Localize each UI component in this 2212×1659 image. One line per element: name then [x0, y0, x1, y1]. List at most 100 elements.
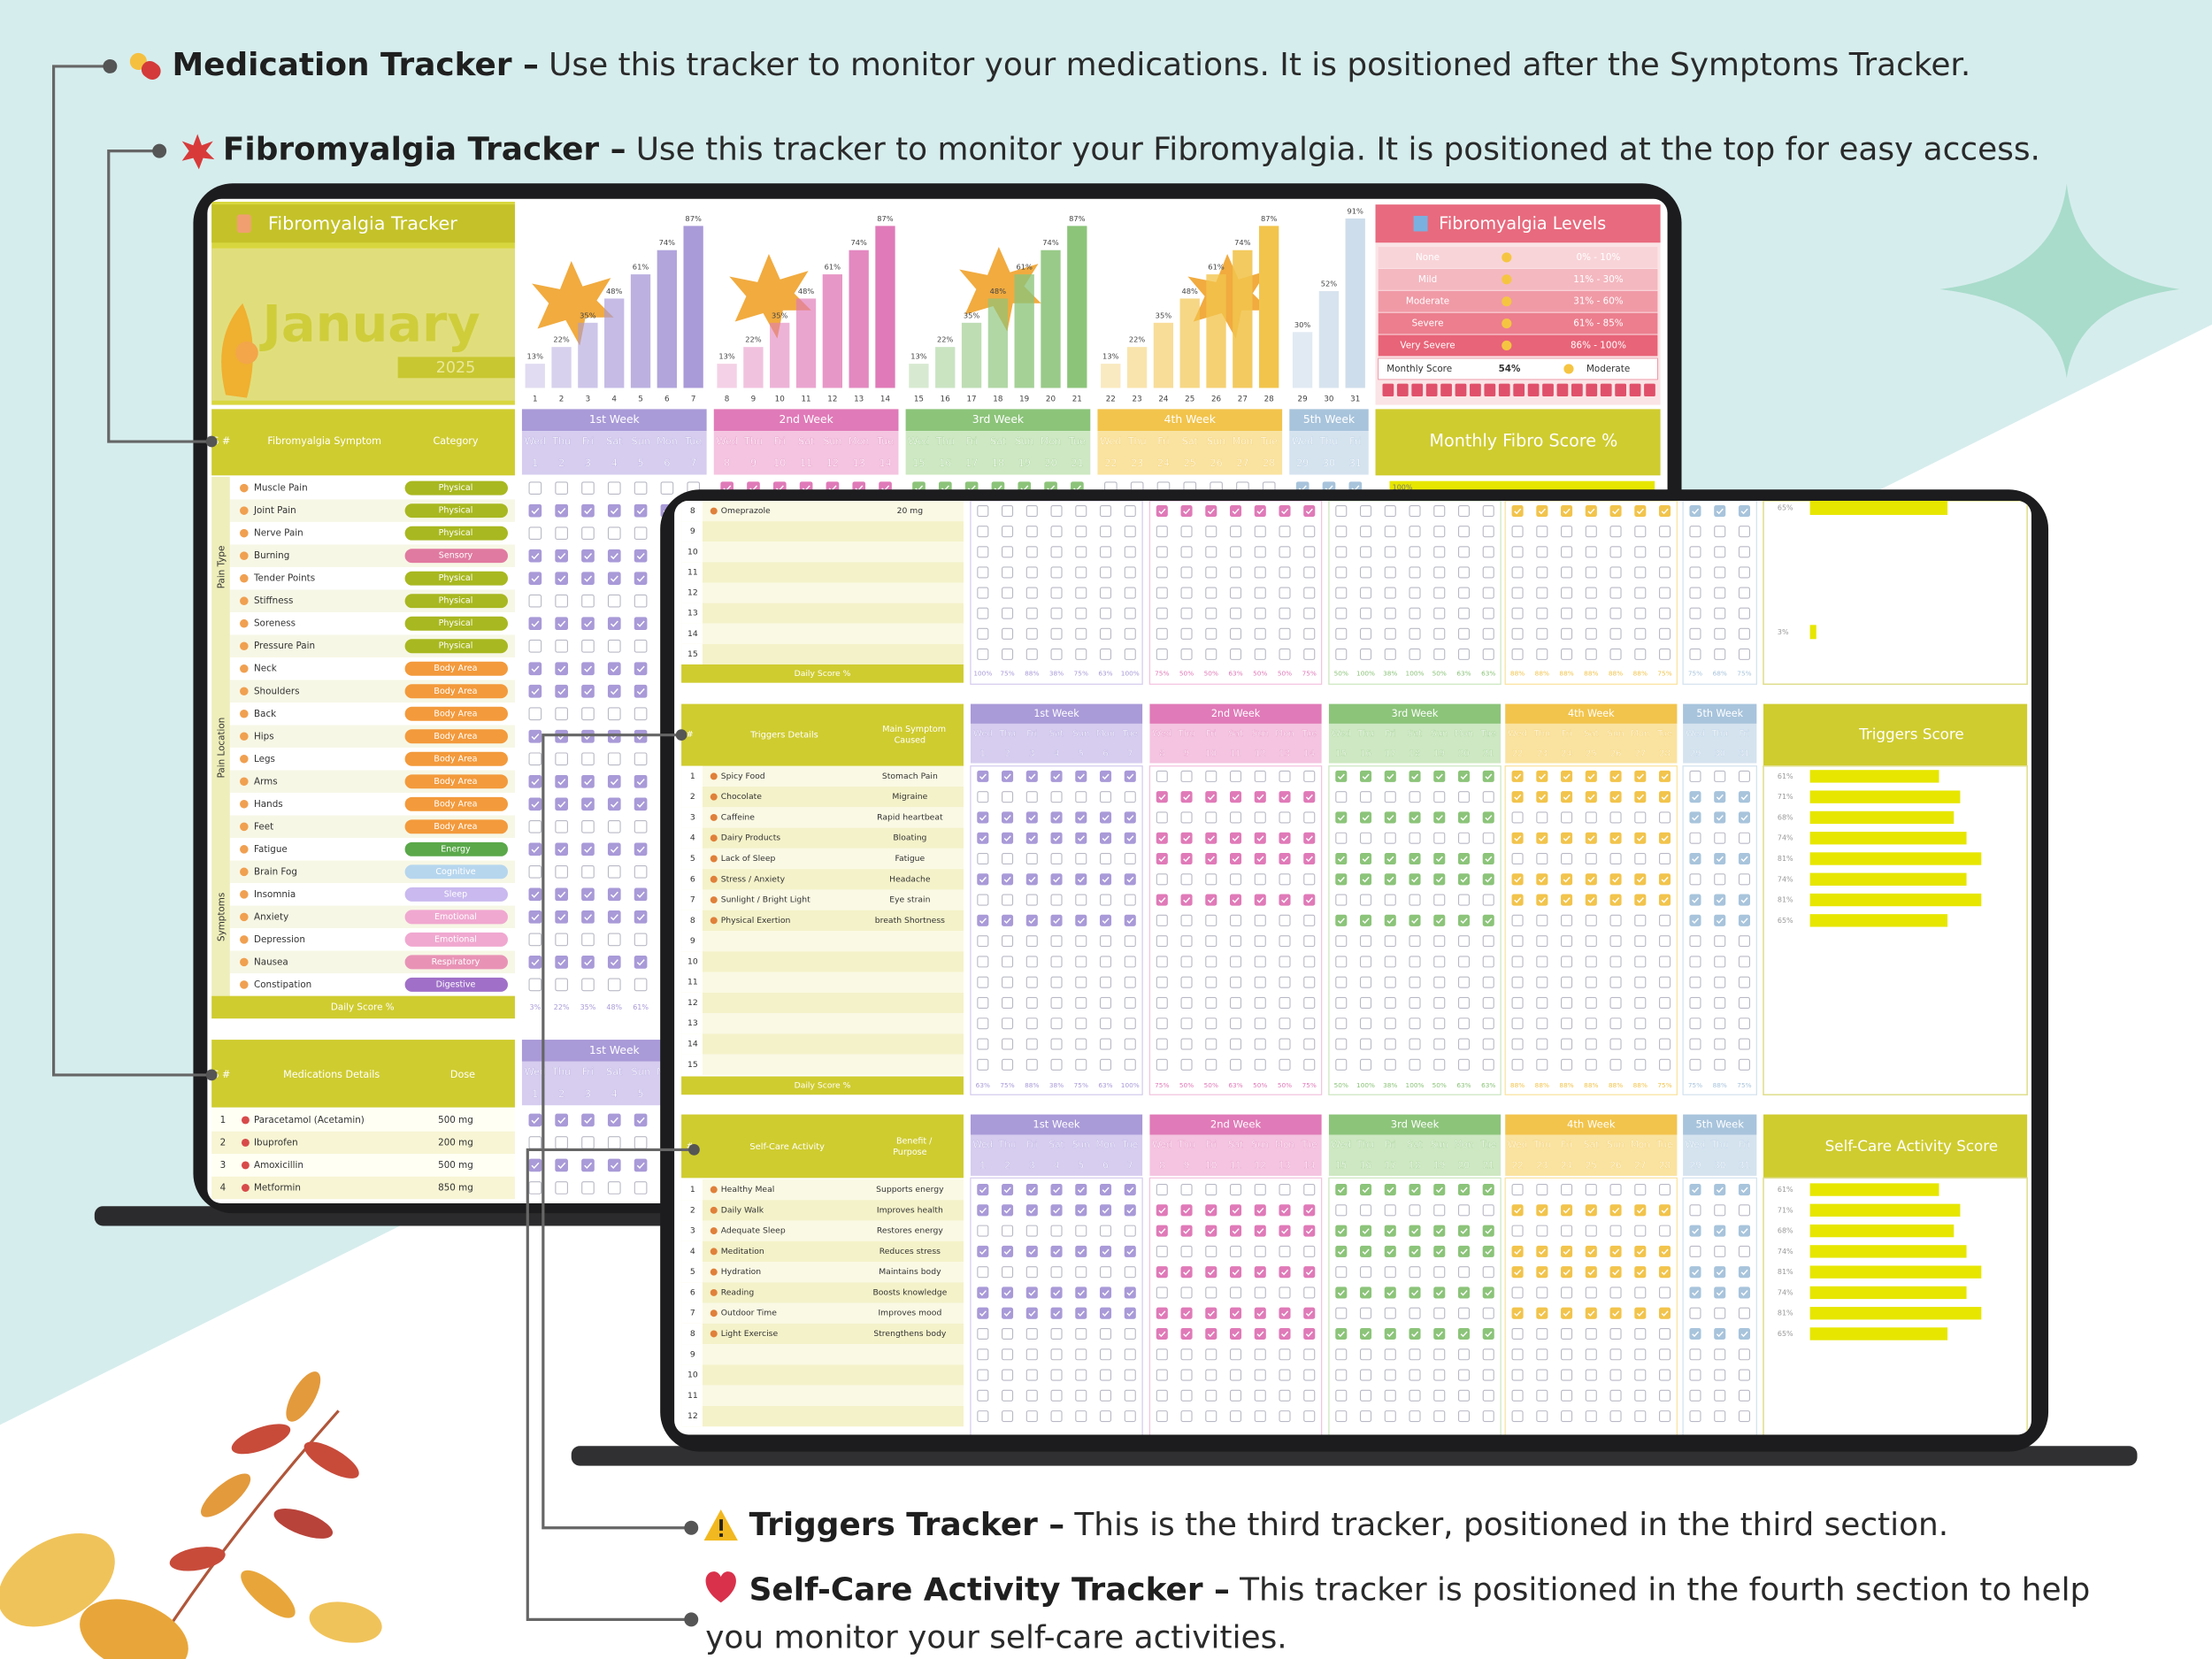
checkbox — [581, 684, 595, 698]
checkbox — [1658, 832, 1671, 844]
checkbox — [1156, 791, 1168, 803]
daily-score: 75% — [1074, 1081, 1088, 1089]
checkbox — [1025, 1286, 1038, 1299]
checkbox — [1002, 526, 1014, 538]
checkbox — [1433, 1369, 1446, 1381]
score-bar — [1809, 914, 1948, 927]
date: 8 — [724, 457, 730, 469]
checkbox — [1511, 811, 1524, 824]
checkbox — [1511, 1389, 1524, 1402]
bar-date: 12 — [827, 396, 837, 404]
check-mark — [557, 665, 566, 672]
bar-date: 11 — [801, 396, 810, 404]
checkbox — [1050, 505, 1063, 518]
checkbox — [1099, 1038, 1112, 1050]
checkbox — [1303, 1225, 1316, 1237]
checkbox — [634, 1136, 648, 1149]
checkbox — [1156, 1038, 1168, 1050]
checkbox — [1585, 1410, 1597, 1423]
row-icon — [710, 507, 718, 515]
checkbox — [1279, 1389, 1291, 1402]
checkbox — [1156, 914, 1168, 926]
checkbox — [528, 707, 542, 721]
checkbox — [1457, 505, 1471, 518]
checkbox — [1585, 811, 1597, 824]
weekday: Sun — [823, 435, 841, 447]
checkbox — [1254, 1286, 1266, 1299]
level-range: 11% - 30% — [1573, 274, 1624, 285]
checkbox — [1002, 648, 1014, 660]
weekday: Thu — [998, 729, 1016, 739]
daily-score: 63% — [1098, 669, 1112, 677]
week-title: 5th Week — [1303, 413, 1356, 426]
checkbox — [528, 639, 542, 653]
weekday: Sat — [1049, 729, 1064, 739]
checkbox — [1482, 894, 1494, 906]
dose: 850 mg — [438, 1182, 473, 1193]
symptom-name: Feet — [254, 821, 273, 832]
checkbox — [1658, 914, 1671, 926]
checkbox — [1536, 526, 1548, 538]
checkbox — [1124, 935, 1136, 948]
checkbox — [1303, 1389, 1316, 1402]
checkbox — [528, 503, 542, 518]
row-name: Outdoor Time — [721, 1309, 778, 1318]
checkbox — [1738, 587, 1750, 599]
symptom-icon — [240, 935, 249, 944]
date: 1 — [532, 1088, 538, 1100]
weekday: Thu — [1356, 1140, 1375, 1150]
category: Physical — [439, 483, 473, 493]
checkbox — [1025, 894, 1038, 906]
checkbox — [1689, 546, 1701, 558]
medication-icon — [241, 1138, 250, 1147]
checkbox — [1205, 1286, 1217, 1299]
checkbox — [1002, 1348, 1014, 1361]
checkbox — [1099, 852, 1112, 865]
date: 16 — [1360, 749, 1371, 758]
weekday: Sat — [798, 435, 815, 447]
checkbox — [1536, 770, 1548, 782]
checkbox — [1156, 1058, 1168, 1071]
checkbox — [1254, 566, 1266, 579]
checkbox — [1279, 791, 1291, 803]
checkbox — [1303, 1348, 1316, 1361]
checkbox — [1609, 976, 1622, 988]
row-number: 11 — [687, 1391, 698, 1401]
checkbox — [581, 1181, 595, 1194]
bar — [578, 322, 598, 388]
checkbox — [1156, 648, 1168, 660]
checkbox — [555, 933, 568, 947]
bar-date: 1 — [533, 396, 538, 404]
checkbox — [634, 864, 648, 879]
checkbox — [1050, 1348, 1063, 1361]
checkbox — [1689, 1348, 1701, 1361]
bar-label: 91% — [1348, 206, 1364, 215]
checkbox — [977, 1225, 989, 1237]
checkbox — [1738, 1058, 1750, 1071]
daily-score: 50% — [1278, 669, 1292, 677]
date: 21 — [1483, 749, 1494, 758]
bar-label: 87% — [685, 214, 702, 223]
week-title: 4th Week — [1568, 708, 1615, 719]
checkbox — [1634, 1327, 1647, 1340]
checkbox — [1229, 914, 1242, 926]
bar-label: 74% — [1234, 238, 1251, 247]
date: 15 — [912, 457, 925, 469]
checkbox — [1689, 914, 1701, 926]
weekday: Tue — [1260, 435, 1278, 447]
column-header: Purpose — [893, 1148, 926, 1157]
checkbox — [1254, 1038, 1266, 1050]
weekday: Sat — [1584, 729, 1599, 739]
checkbox — [1156, 811, 1168, 824]
row-number: 10 — [687, 1371, 698, 1380]
row-detail: Bloating — [893, 833, 926, 843]
checkbox — [1409, 648, 1421, 660]
date: 30 — [1323, 457, 1335, 469]
checkbox — [1384, 894, 1396, 906]
checkbox — [1156, 1266, 1168, 1279]
date: 22 — [1511, 1160, 1523, 1171]
checkbox — [1433, 791, 1446, 803]
symptom-name: Legs — [254, 754, 275, 764]
